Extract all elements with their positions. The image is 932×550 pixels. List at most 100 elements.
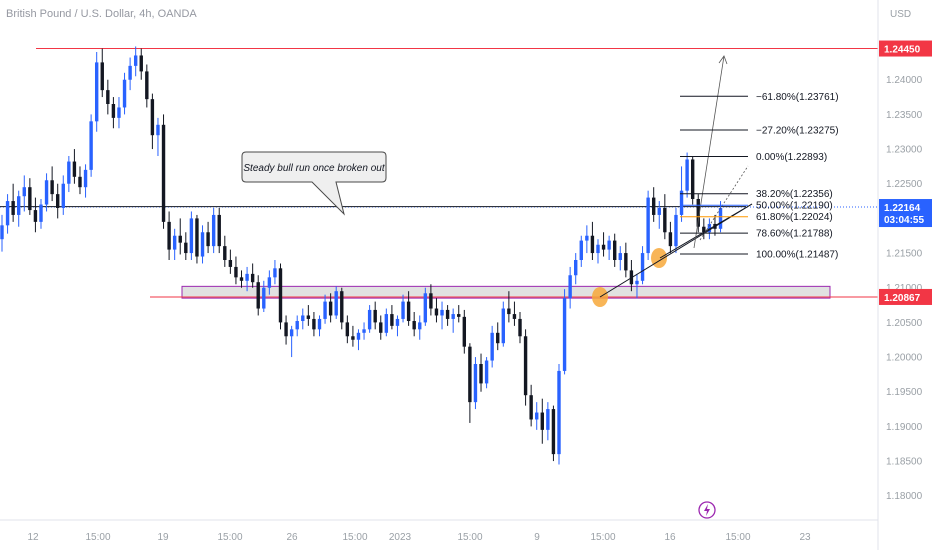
candle bbox=[540, 398, 544, 444]
candle bbox=[702, 218, 706, 240]
candle bbox=[323, 294, 327, 324]
candle bbox=[496, 322, 500, 351]
x-tick-label: 15:00 bbox=[217, 532, 242, 543]
candle-body bbox=[33, 210, 38, 222]
candle bbox=[462, 309, 467, 354]
candle-body bbox=[668, 232, 673, 247]
candle-body bbox=[663, 208, 667, 233]
candle bbox=[295, 315, 299, 337]
support-zone[interactable] bbox=[181, 285, 831, 299]
candle-body bbox=[133, 55, 138, 66]
candle bbox=[345, 315, 350, 344]
candle-body bbox=[651, 197, 656, 215]
candle-body bbox=[657, 208, 661, 215]
candle bbox=[284, 315, 288, 345]
candle bbox=[418, 315, 422, 340]
candle-body bbox=[245, 273, 249, 281]
candle-body bbox=[22, 187, 26, 197]
candle bbox=[22, 175, 26, 212]
candle-body bbox=[607, 240, 611, 250]
candle bbox=[334, 286, 338, 319]
candle bbox=[624, 242, 628, 278]
candle-body bbox=[267, 277, 272, 288]
candle-body bbox=[518, 318, 522, 337]
candle-body bbox=[262, 287, 266, 309]
candle-body bbox=[223, 246, 227, 260]
candle bbox=[278, 263, 283, 330]
candle-body bbox=[200, 232, 205, 257]
x-tick-label: 12 bbox=[27, 532, 39, 543]
x-tick-label: 15:00 bbox=[457, 532, 482, 543]
fib-level-label: −61.80%(1.23761) bbox=[756, 92, 839, 103]
candle bbox=[0, 214, 4, 252]
candle bbox=[585, 225, 589, 254]
fib-level-label: 38.20%(1.22356) bbox=[756, 189, 833, 200]
candle bbox=[674, 208, 678, 254]
candle-body bbox=[596, 244, 600, 254]
candle-body bbox=[195, 218, 199, 257]
candle-body bbox=[301, 315, 305, 322]
candle bbox=[167, 211, 171, 260]
candle-body bbox=[501, 308, 505, 344]
candle-body bbox=[39, 204, 43, 222]
candle-body bbox=[256, 282, 260, 309]
candle-body bbox=[184, 242, 188, 254]
candle-body bbox=[590, 235, 595, 254]
candle bbox=[362, 322, 366, 340]
candle-body bbox=[507, 308, 511, 315]
candle-body bbox=[551, 409, 556, 455]
candle bbox=[301, 308, 305, 330]
candle bbox=[317, 315, 322, 337]
candle-body bbox=[117, 107, 121, 118]
candle bbox=[479, 353, 483, 392]
candle-body bbox=[278, 268, 283, 323]
candle-body bbox=[340, 291, 344, 323]
candle bbox=[685, 152, 689, 198]
candle-body bbox=[67, 161, 71, 184]
candle-body bbox=[189, 218, 194, 254]
fib-level-label: −27.20%(1.23275) bbox=[756, 126, 839, 137]
candle bbox=[50, 166, 54, 202]
candle bbox=[256, 275, 260, 316]
candle bbox=[161, 114, 166, 229]
y-tick-label: 1.21000 bbox=[886, 283, 923, 294]
candle-body bbox=[345, 322, 350, 337]
candle bbox=[406, 291, 411, 326]
candle bbox=[234, 256, 238, 285]
candle-body bbox=[306, 315, 311, 319]
fib-level-label: 61.80%(1.22024) bbox=[756, 212, 833, 223]
candle-body bbox=[434, 308, 439, 316]
fib-trend-line[interactable] bbox=[699, 165, 749, 241]
projection-arrow[interactable] bbox=[693, 55, 725, 249]
candle-body bbox=[11, 201, 15, 215]
candle-body bbox=[445, 309, 450, 319]
candle bbox=[328, 293, 333, 323]
candle bbox=[189, 211, 194, 260]
lightning-icon[interactable] bbox=[698, 501, 716, 519]
candle bbox=[484, 357, 489, 389]
candle-body bbox=[562, 298, 567, 371]
trendline[interactable] bbox=[599, 203, 753, 298]
candle-body bbox=[490, 332, 494, 361]
candle-body bbox=[156, 124, 160, 136]
candle-body bbox=[206, 232, 210, 247]
candle-body bbox=[679, 190, 684, 215]
candle-body bbox=[440, 309, 444, 316]
candle bbox=[635, 273, 639, 299]
svg-text:1.22164: 1.22164 bbox=[884, 203, 921, 214]
annotation-callout[interactable] bbox=[241, 151, 387, 216]
candle bbox=[356, 329, 361, 351]
candle-body bbox=[406, 301, 411, 322]
candle bbox=[423, 287, 428, 326]
candle bbox=[546, 402, 550, 441]
candle bbox=[512, 301, 517, 326]
y-tick-label: 1.20500 bbox=[886, 318, 923, 329]
y-tick-label: 1.23500 bbox=[886, 110, 923, 121]
trendline[interactable] bbox=[659, 203, 753, 259]
y-tick-label: 1.18000 bbox=[886, 491, 923, 502]
candle bbox=[451, 308, 455, 333]
candle-body bbox=[234, 266, 238, 278]
candle bbox=[306, 305, 311, 326]
